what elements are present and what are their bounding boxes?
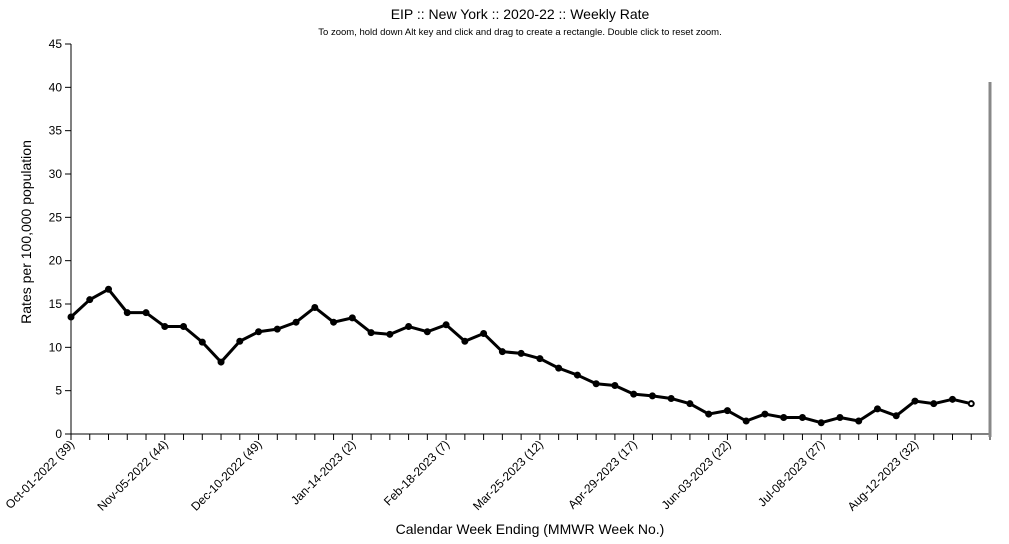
data-point bbox=[105, 285, 113, 293]
data-point-highlighted bbox=[967, 400, 975, 408]
y-tick-label: 15 bbox=[49, 297, 63, 311]
x-axis-label: Calendar Week Ending (MMWR Week No.) bbox=[396, 521, 665, 537]
x-tick-label: Aug-12-2023 (32) bbox=[845, 437, 921, 513]
x-tick-label: Mar-25-2023 (12) bbox=[470, 437, 546, 513]
data-point bbox=[873, 405, 881, 413]
data-point bbox=[892, 412, 900, 420]
data-point bbox=[311, 303, 319, 311]
x-axis: Oct-01-2022 (39) Nov-05-2022 (44) Dec-10-2… bbox=[3, 433, 991, 514]
data-point bbox=[480, 329, 488, 337]
data-point bbox=[367, 329, 375, 337]
x-tick-label: Oct-01-2022 (39) bbox=[3, 437, 78, 512]
data-point bbox=[517, 349, 525, 357]
data-point bbox=[255, 328, 263, 336]
data-point bbox=[86, 296, 94, 304]
data-point bbox=[705, 410, 713, 418]
y-tick-label: 10 bbox=[49, 340, 63, 354]
y-tick-label: 45 bbox=[49, 37, 63, 51]
data-point bbox=[536, 355, 544, 363]
y-tick-label: 25 bbox=[49, 210, 63, 224]
data-point bbox=[405, 323, 413, 331]
data-point bbox=[798, 414, 806, 422]
y-tick-label: 40 bbox=[49, 80, 63, 94]
data-point bbox=[761, 410, 769, 418]
data-point bbox=[161, 323, 169, 331]
data-point bbox=[630, 390, 638, 398]
y-tick-label: 5 bbox=[55, 384, 62, 398]
x-tick-label: Jan-14-2023 (2) bbox=[288, 437, 358, 507]
data-point bbox=[911, 397, 919, 405]
x-tick-label: Jul-08-2023 (27) bbox=[755, 437, 827, 509]
data-point bbox=[123, 309, 131, 317]
x-tick-label: Dec-10-2022 (49) bbox=[188, 437, 264, 513]
y-axis-label: Rates per 100,000 population bbox=[18, 140, 34, 324]
data-point bbox=[67, 313, 75, 321]
data-point bbox=[292, 318, 300, 326]
data-point bbox=[423, 328, 431, 336]
data-point bbox=[836, 414, 844, 422]
data-point bbox=[686, 400, 694, 408]
data-point bbox=[780, 414, 788, 422]
y-tick-label: 35 bbox=[49, 124, 63, 138]
data-point bbox=[555, 364, 563, 372]
data-point bbox=[611, 381, 619, 389]
data-point bbox=[817, 419, 825, 427]
series-group bbox=[67, 285, 975, 427]
data-point bbox=[592, 380, 600, 388]
data-point bbox=[930, 400, 938, 408]
x-tick-label: Jun-03-2023 (22) bbox=[659, 437, 734, 512]
data-point bbox=[217, 358, 225, 366]
data-point bbox=[573, 371, 581, 379]
x-tick-label: Feb-18-2023 (7) bbox=[381, 437, 452, 508]
x-tick-label: Nov-05-2022 (44) bbox=[94, 437, 170, 513]
data-point bbox=[855, 417, 863, 425]
data-point bbox=[198, 338, 206, 346]
data-point bbox=[461, 337, 469, 345]
data-point bbox=[648, 392, 656, 400]
data-point bbox=[386, 330, 394, 338]
data-point bbox=[667, 394, 675, 402]
data-point bbox=[948, 395, 956, 403]
data-point bbox=[273, 325, 281, 333]
data-point bbox=[723, 407, 731, 415]
chart-title: EIP :: New York :: 2020-22 :: Weekly Rat… bbox=[391, 6, 650, 22]
x-tick-label: Apr-29-2023 (17) bbox=[565, 437, 640, 512]
data-point bbox=[330, 318, 338, 326]
chart-subtitle: To zoom, hold down Alt key and click and… bbox=[318, 27, 721, 38]
data-point bbox=[742, 417, 750, 425]
data-point bbox=[442, 321, 450, 329]
data-point bbox=[348, 314, 356, 322]
data-point bbox=[180, 323, 188, 331]
data-point bbox=[498, 348, 506, 356]
y-tick-label: 30 bbox=[49, 167, 63, 181]
data-point bbox=[236, 337, 244, 345]
y-axis: 0 5 10 15 20 25 30 35 40 45 bbox=[49, 37, 72, 441]
y-tick-label: 0 bbox=[55, 427, 62, 441]
y-tick-label: 20 bbox=[49, 254, 63, 268]
data-point bbox=[142, 309, 150, 317]
